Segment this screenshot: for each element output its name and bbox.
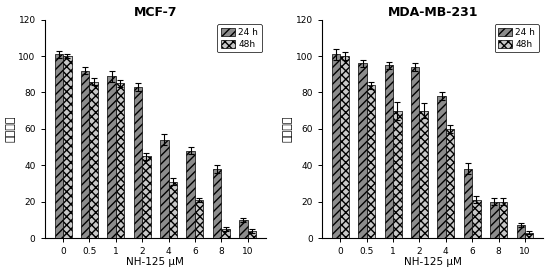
Bar — [393, 111, 401, 238]
Bar — [525, 233, 534, 238]
Legend: 24 h, 48h: 24 h, 48h — [495, 24, 539, 52]
Bar — [213, 169, 221, 238]
Bar — [55, 54, 63, 238]
Bar — [438, 96, 446, 238]
Bar — [464, 169, 472, 238]
Bar — [472, 200, 480, 238]
Bar — [142, 156, 150, 238]
X-axis label: NH-125 μM: NH-125 μM — [126, 257, 184, 268]
Bar — [81, 71, 89, 238]
Bar — [498, 202, 507, 238]
Bar — [490, 202, 498, 238]
Legend: 24 h, 48h: 24 h, 48h — [217, 24, 262, 52]
Bar — [517, 225, 525, 238]
Bar — [367, 85, 375, 238]
Bar — [332, 54, 340, 238]
Bar — [63, 56, 71, 238]
Bar — [358, 63, 367, 238]
Bar — [340, 56, 349, 238]
Bar — [248, 231, 256, 238]
Bar — [411, 67, 419, 238]
Y-axis label: 细胞活性: 细胞活性 — [5, 116, 15, 142]
Bar — [116, 83, 124, 238]
Bar — [134, 87, 142, 238]
Bar — [195, 200, 203, 238]
Bar — [169, 182, 177, 238]
Bar — [419, 111, 428, 238]
X-axis label: NH-125 μM: NH-125 μM — [404, 257, 462, 268]
Bar — [108, 76, 116, 238]
Bar — [89, 82, 98, 238]
Title: MDA-MB-231: MDA-MB-231 — [388, 5, 478, 19]
Bar — [385, 65, 393, 238]
Bar — [160, 140, 169, 238]
Bar — [221, 229, 229, 238]
Y-axis label: 细胞活性: 细胞活性 — [283, 116, 293, 142]
Bar — [239, 220, 248, 238]
Title: MCF-7: MCF-7 — [133, 5, 177, 19]
Bar — [446, 129, 454, 238]
Bar — [187, 151, 195, 238]
